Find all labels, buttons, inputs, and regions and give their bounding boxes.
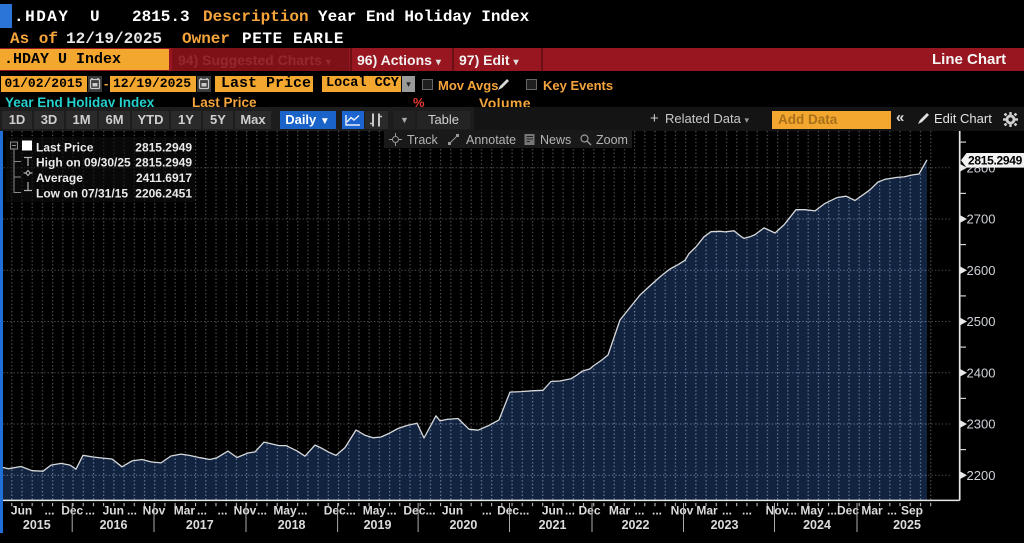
svg-text:Mar: Mar [174, 504, 196, 518]
svg-text:Nov: Nov [234, 504, 257, 518]
svg-text:Last Price: Last Price [36, 141, 94, 155]
svg-text:2019: 2019 [364, 518, 392, 532]
svg-text:Dec: Dec [403, 504, 425, 518]
svg-text:...: ... [217, 504, 227, 518]
svg-text:...: ... [565, 504, 575, 518]
svg-text:Jun: Jun [542, 504, 563, 518]
svg-text:Mar: Mar [609, 504, 631, 518]
svg-text:2016: 2016 [100, 518, 128, 532]
svg-text:Mar: Mar [861, 504, 883, 518]
svg-text:2815.2949: 2815.2949 [135, 141, 192, 155]
svg-text:...: ... [257, 504, 267, 518]
svg-text:Jun: Jun [442, 504, 463, 518]
svg-text:...: ... [85, 504, 95, 518]
svg-text:2206.2451: 2206.2451 [135, 187, 192, 200]
svg-text:2023: 2023 [711, 518, 739, 532]
svg-text:2025: 2025 [893, 518, 921, 532]
svg-text:...: ... [652, 504, 662, 518]
svg-text:Average: Average [36, 171, 83, 185]
svg-text:...: ... [827, 504, 837, 518]
svg-text:May: May [800, 504, 824, 518]
svg-text:Dec: Dec [837, 504, 859, 518]
svg-text:...: ... [387, 504, 397, 518]
svg-text:2015: 2015 [23, 518, 51, 532]
svg-text:2021: 2021 [539, 518, 567, 532]
svg-text:...: ... [742, 504, 752, 518]
svg-text:Low on 07/31/15: Low on 07/31/15 [36, 187, 128, 200]
svg-text:2411.6917: 2411.6917 [136, 171, 192, 185]
svg-text:High on 09/30/25: High on 09/30/25 [36, 156, 131, 170]
svg-text:Dec: Dec [497, 504, 519, 518]
svg-text:2815.2949: 2815.2949 [968, 154, 1023, 168]
svg-text:Jun: Jun [103, 504, 124, 518]
svg-text:Nov: Nov [671, 504, 694, 518]
svg-text:2022: 2022 [622, 518, 650, 532]
svg-text:...: ... [482, 504, 492, 518]
svg-text:...: ... [887, 504, 897, 518]
svg-text:May: May [363, 504, 387, 518]
svg-text:Jun: Jun [11, 504, 32, 518]
svg-text:...: ... [519, 504, 529, 518]
svg-text:...: ... [297, 504, 307, 518]
svg-text:...: ... [127, 504, 137, 518]
svg-text:2024: 2024 [803, 518, 831, 532]
svg-text:...: ... [346, 504, 356, 518]
svg-text:2500: 2500 [967, 314, 996, 329]
svg-text:...: ... [634, 504, 644, 518]
svg-text:...: ... [722, 504, 732, 518]
svg-text:Mar: Mar [696, 504, 718, 518]
svg-text:2020: 2020 [449, 518, 477, 532]
svg-text:...: ... [426, 504, 436, 518]
svg-text:2400: 2400 [967, 365, 996, 380]
svg-text:Dec: Dec [324, 504, 346, 518]
svg-text:Sep: Sep [901, 504, 923, 518]
svg-text:2600: 2600 [967, 263, 996, 278]
svg-text:Nov: Nov [766, 504, 789, 518]
svg-text:2815.2949: 2815.2949 [135, 156, 192, 170]
svg-text:2017: 2017 [186, 518, 214, 532]
svg-text:Dec: Dec [578, 504, 600, 518]
svg-text:2300: 2300 [967, 417, 996, 432]
svg-text:May: May [273, 504, 297, 518]
svg-text:2200: 2200 [967, 468, 996, 483]
svg-text:...: ... [197, 504, 207, 518]
svg-text:2700: 2700 [967, 212, 996, 227]
svg-text:...: ... [44, 504, 54, 518]
svg-text:2018: 2018 [278, 518, 306, 532]
svg-text:...: ... [787, 504, 797, 518]
